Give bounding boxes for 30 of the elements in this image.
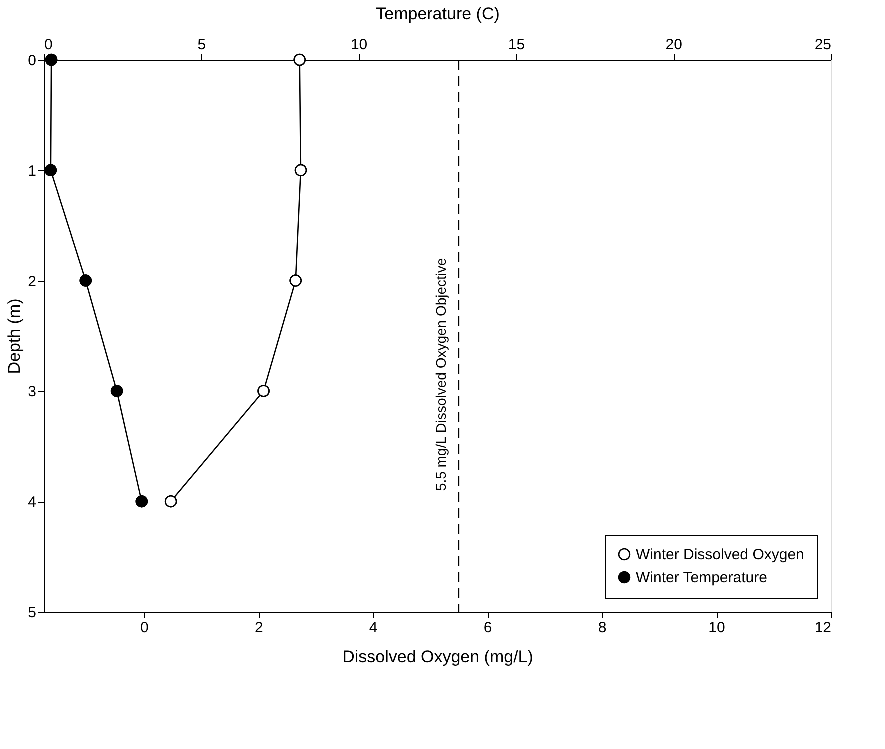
x-axis-title: Dissolved Oxygen (mg/L) bbox=[342, 648, 534, 666]
x2-tick-label: 0 bbox=[44, 36, 53, 54]
y-tick-label: 0 bbox=[28, 52, 36, 70]
x-tick-label: 6 bbox=[484, 620, 492, 636]
legend-label: Winter Temperature bbox=[636, 570, 768, 586]
ref-line-label: 5.5 mg/L Dissolved Oxygen Objective bbox=[432, 258, 449, 492]
y-tick-label: 2 bbox=[28, 273, 36, 290]
x-tick-label: 0 bbox=[140, 620, 149, 636]
x-tick-label: 10 bbox=[708, 620, 726, 636]
point bbox=[258, 385, 270, 398]
x2-tick-label: 20 bbox=[666, 36, 682, 54]
x-tick-label: 4 bbox=[369, 620, 378, 636]
y-tick-label: 5 bbox=[28, 604, 36, 622]
point bbox=[294, 54, 306, 66]
point bbox=[164, 495, 178, 508]
y-tick-label: 3 bbox=[28, 384, 36, 401]
y-axis-title: Depth (m) bbox=[5, 298, 24, 374]
x2-tick-label: 25 bbox=[814, 36, 832, 54]
y-tick-label: 1 bbox=[28, 162, 36, 180]
x-tick-label: 8 bbox=[598, 620, 607, 636]
x2-tick-label: 15 bbox=[508, 36, 526, 54]
x2-tick-label: 10 bbox=[350, 36, 368, 54]
x-tick-label: 12 bbox=[814, 620, 832, 636]
point bbox=[290, 274, 302, 287]
x2-tick-label: 5 bbox=[198, 36, 206, 54]
point bbox=[294, 164, 308, 177]
y-tick-label: 4 bbox=[28, 494, 36, 512]
x2-axis-title: Temperature (C) bbox=[376, 4, 500, 24]
x-tick-label: 2 bbox=[254, 620, 264, 636]
legend-label: Winter Dissolved Oxygen bbox=[636, 546, 804, 564]
